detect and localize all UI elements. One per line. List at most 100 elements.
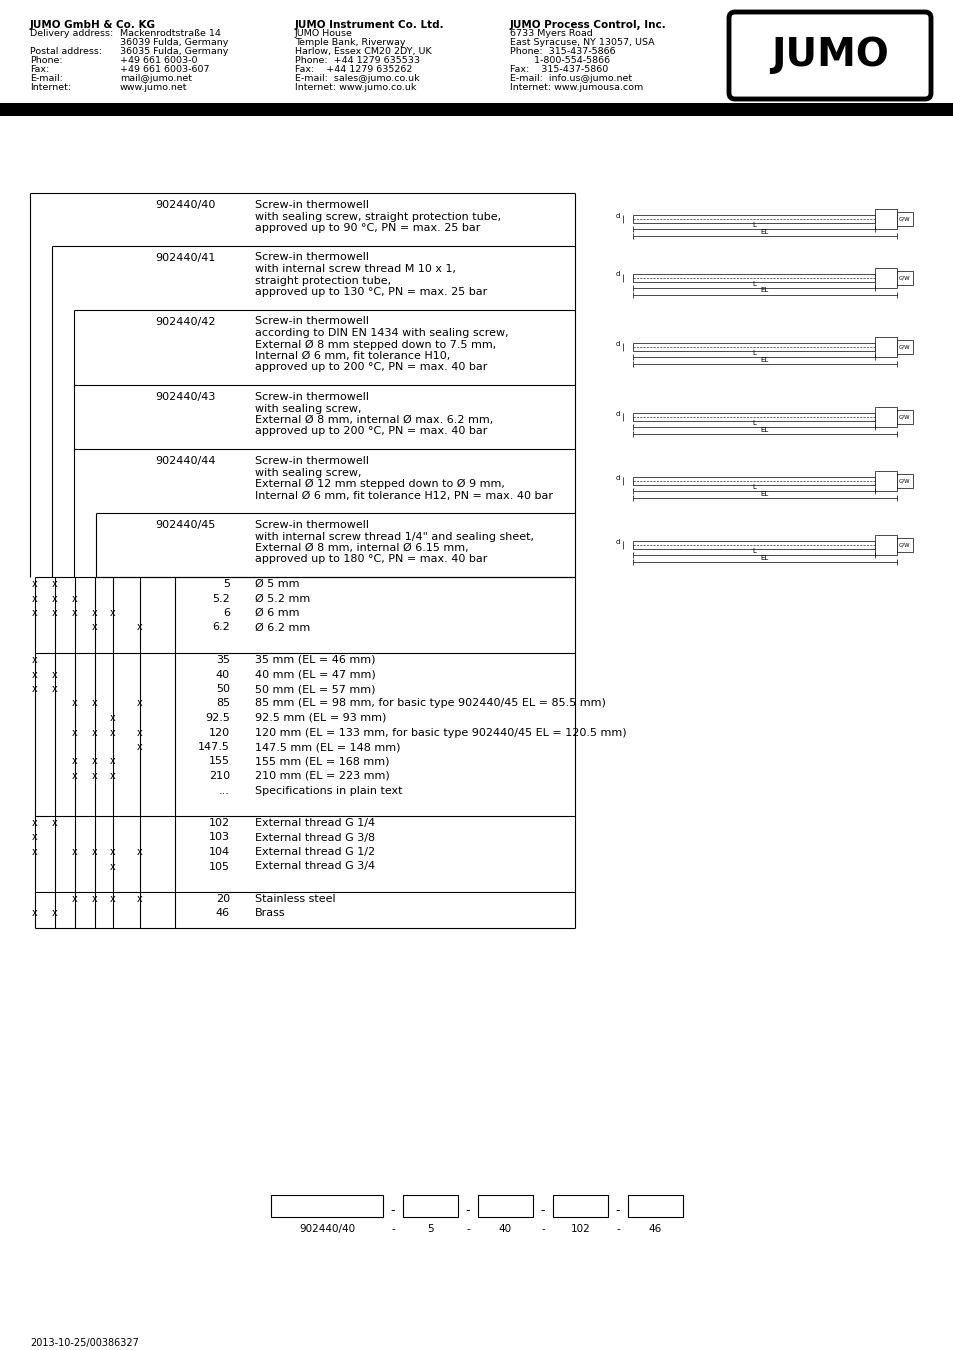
Text: -: - bbox=[391, 1224, 395, 1234]
Text: x: x bbox=[32, 608, 38, 618]
Text: mail@jumo.net: mail@jumo.net bbox=[120, 74, 192, 82]
Text: x: x bbox=[110, 713, 115, 724]
Text: 6733 Myers Road: 6733 Myers Road bbox=[510, 28, 592, 38]
Text: Ø 6 mm: Ø 6 mm bbox=[254, 608, 299, 618]
Text: x: x bbox=[52, 579, 58, 589]
Text: x: x bbox=[110, 861, 115, 872]
Text: Specifications in plain text: Specifications in plain text bbox=[254, 786, 402, 795]
Text: 105: 105 bbox=[209, 861, 230, 872]
Text: x: x bbox=[137, 743, 143, 752]
Text: 2013-10-25/00386327: 2013-10-25/00386327 bbox=[30, 1338, 139, 1349]
Text: G/W: G/W bbox=[899, 275, 910, 279]
Text: x: x bbox=[72, 698, 78, 709]
Text: 46: 46 bbox=[648, 1224, 661, 1234]
Text: straight protection tube,: straight protection tube, bbox=[254, 275, 391, 285]
Bar bbox=[633, 343, 874, 351]
Text: approved up to 90 °C, PN = max. 25 bar: approved up to 90 °C, PN = max. 25 bar bbox=[254, 223, 480, 234]
Bar bbox=[874, 338, 896, 358]
Text: 120 mm (EL = 133 mm, for basic type 902440/45 EL = 120.5 mm): 120 mm (EL = 133 mm, for basic type 9024… bbox=[254, 728, 626, 737]
Text: 35 mm (EL = 46 mm): 35 mm (EL = 46 mm) bbox=[254, 655, 375, 666]
FancyBboxPatch shape bbox=[728, 12, 930, 99]
Text: Phone:: Phone: bbox=[30, 55, 63, 65]
Text: External Ø 12 mm stepped down to Ø 9 mm,: External Ø 12 mm stepped down to Ø 9 mm, bbox=[254, 479, 504, 489]
Text: 20: 20 bbox=[215, 894, 230, 904]
Bar bbox=[553, 1195, 607, 1216]
Text: 902440/44: 902440/44 bbox=[154, 456, 215, 466]
Text: d: d bbox=[615, 271, 619, 278]
Text: x: x bbox=[137, 728, 143, 737]
Text: approved up to 180 °C, PN = max. 40 bar: approved up to 180 °C, PN = max. 40 bar bbox=[254, 555, 487, 564]
Text: G/W: G/W bbox=[899, 414, 910, 420]
Text: 92.5: 92.5 bbox=[205, 713, 230, 724]
Bar bbox=[271, 1195, 382, 1216]
Text: 155 mm (EL = 168 mm): 155 mm (EL = 168 mm) bbox=[254, 756, 389, 767]
Text: 147.5: 147.5 bbox=[198, 743, 230, 752]
Text: 40: 40 bbox=[498, 1224, 512, 1234]
Text: x: x bbox=[72, 846, 78, 857]
Text: JUMO: JUMO bbox=[770, 36, 888, 74]
Text: www.jumo.net: www.jumo.net bbox=[120, 82, 188, 92]
Text: -: - bbox=[466, 1224, 470, 1234]
Text: approved up to 200 °C, PN = max. 40 bar: approved up to 200 °C, PN = max. 40 bar bbox=[254, 363, 487, 373]
Text: G/W: G/W bbox=[899, 543, 910, 548]
Text: External thread G 3/8: External thread G 3/8 bbox=[254, 833, 375, 842]
Text: Mackenrodtstraße 14: Mackenrodtstraße 14 bbox=[120, 28, 221, 38]
Text: x: x bbox=[110, 894, 115, 904]
Text: x: x bbox=[92, 622, 98, 633]
Text: x: x bbox=[72, 728, 78, 737]
Text: 1-800-554-5866: 1-800-554-5866 bbox=[510, 55, 610, 65]
Text: ...: ... bbox=[219, 786, 230, 795]
Text: EL: EL bbox=[760, 358, 768, 363]
Text: x: x bbox=[72, 771, 78, 782]
Text: Ø 6.2 mm: Ø 6.2 mm bbox=[254, 622, 310, 633]
Text: x: x bbox=[92, 846, 98, 857]
Text: 155: 155 bbox=[209, 756, 230, 767]
Text: x: x bbox=[110, 608, 115, 618]
Text: EL: EL bbox=[760, 555, 768, 562]
Text: Stainless steel: Stainless steel bbox=[254, 894, 335, 904]
Text: x: x bbox=[32, 818, 38, 828]
Text: x: x bbox=[110, 771, 115, 782]
Text: x: x bbox=[92, 756, 98, 767]
Text: x: x bbox=[72, 594, 78, 603]
Bar bbox=[896, 539, 912, 552]
Text: d: d bbox=[615, 539, 619, 545]
Text: Brass: Brass bbox=[254, 909, 285, 918]
Text: with internal screw thread M 10 x 1,: with internal screw thread M 10 x 1, bbox=[254, 265, 456, 274]
Text: L: L bbox=[751, 548, 755, 554]
Text: E-mail:  info.us@jumo.net: E-mail: info.us@jumo.net bbox=[510, 74, 632, 82]
Text: Screw-in thermowell: Screw-in thermowell bbox=[254, 520, 369, 531]
Text: L: L bbox=[751, 223, 755, 228]
Text: -: - bbox=[540, 1204, 545, 1216]
Text: E-mail:  sales@jumo.co.uk: E-mail: sales@jumo.co.uk bbox=[294, 74, 419, 82]
Text: 85 mm (EL = 98 mm, for basic type 902440/45 EL = 85.5 mm): 85 mm (EL = 98 mm, for basic type 902440… bbox=[254, 698, 605, 709]
Text: Phone:  +44 1279 635533: Phone: +44 1279 635533 bbox=[294, 55, 419, 65]
Text: 210 mm (EL = 223 mm): 210 mm (EL = 223 mm) bbox=[254, 771, 390, 782]
Text: Screw-in thermowell: Screw-in thermowell bbox=[254, 316, 369, 327]
Bar bbox=[633, 477, 874, 485]
Text: with sealing screw, straight protection tube,: with sealing screw, straight protection … bbox=[254, 212, 500, 221]
Text: 102: 102 bbox=[209, 818, 230, 828]
Text: 902440/43: 902440/43 bbox=[154, 392, 215, 402]
Bar bbox=[627, 1195, 682, 1216]
Text: G/W: G/W bbox=[899, 478, 910, 483]
Text: x: x bbox=[137, 622, 143, 633]
Text: 902440/41: 902440/41 bbox=[154, 252, 215, 262]
Text: E-mail:: E-mail: bbox=[30, 74, 63, 82]
Text: x: x bbox=[52, 594, 58, 603]
Text: JUMO Process Control, Inc.: JUMO Process Control, Inc. bbox=[510, 20, 666, 30]
Text: x: x bbox=[32, 684, 38, 694]
Text: L: L bbox=[751, 420, 755, 427]
Text: x: x bbox=[110, 846, 115, 857]
Text: External thread G 1/4: External thread G 1/4 bbox=[254, 818, 375, 828]
Text: with sealing screw,: with sealing screw, bbox=[254, 467, 361, 478]
Text: Fax:    315-437-5860: Fax: 315-437-5860 bbox=[510, 65, 608, 74]
Text: 902440/42: 902440/42 bbox=[154, 316, 215, 327]
Text: x: x bbox=[32, 594, 38, 603]
Text: with sealing screw,: with sealing screw, bbox=[254, 404, 361, 413]
Text: 5.2: 5.2 bbox=[212, 594, 230, 603]
Text: x: x bbox=[137, 846, 143, 857]
Text: x: x bbox=[92, 728, 98, 737]
Text: x: x bbox=[72, 756, 78, 767]
Text: 36039 Fulda, Germany: 36039 Fulda, Germany bbox=[120, 38, 228, 47]
